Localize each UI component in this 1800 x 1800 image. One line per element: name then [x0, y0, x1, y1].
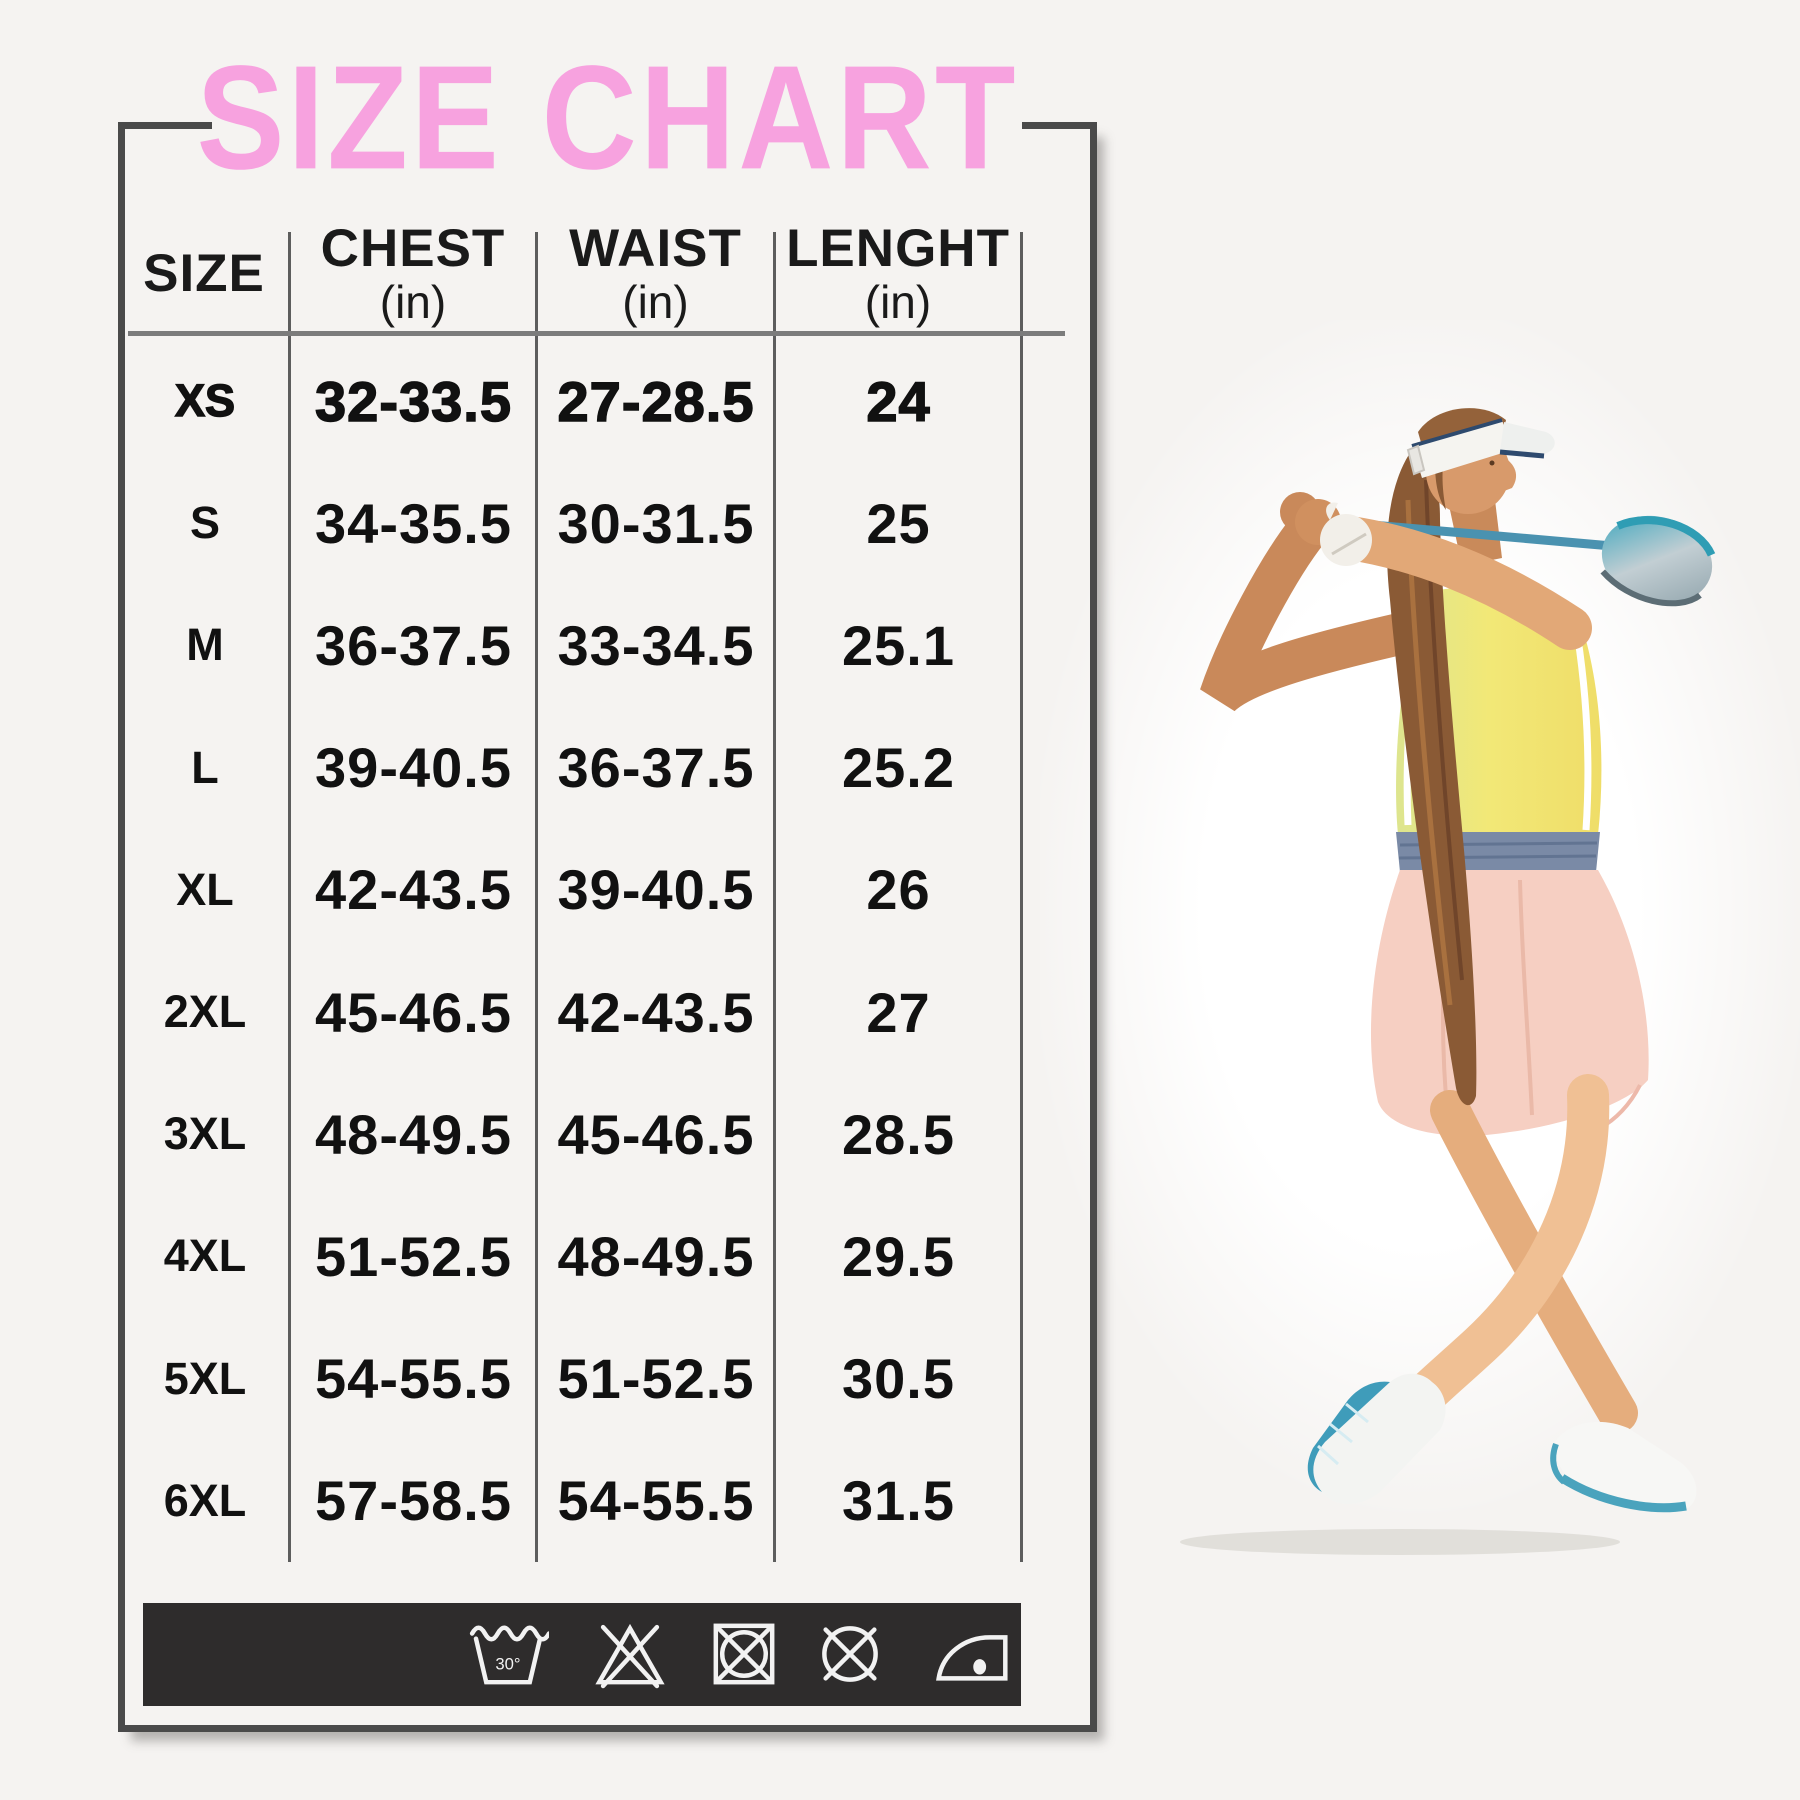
wash-temp-label: 30°	[495, 1654, 520, 1673]
golfer-back-leg	[1430, 1090, 1697, 1513]
waist-value: 42-43.5	[557, 980, 755, 1044]
table-row: 2XL 45-46.5 42-43.5 27	[120, 951, 1022, 1073]
waist-value: 36-37.5	[557, 736, 755, 800]
waist-value: 54-55.5	[557, 1469, 755, 1533]
size-label: S	[189, 497, 220, 549]
golf-shoe-toe-down	[1313, 1373, 1446, 1504]
header-underline	[128, 331, 1065, 336]
size-label: 6XL	[163, 1474, 247, 1526]
golf-club-head	[1600, 515, 1716, 607]
column-divider	[773, 232, 776, 1562]
do-not-dry-clean-icon	[809, 1613, 891, 1695]
golf-shoe-flat	[1554, 1421, 1697, 1508]
length-value: 28.5	[842, 1102, 955, 1166]
golfer-far-arm	[1200, 509, 1429, 713]
size-label: L	[191, 741, 219, 793]
golf-glove	[1320, 514, 1372, 566]
frame-border-top-right	[1022, 122, 1097, 129]
length-value: 25.1	[842, 613, 955, 677]
column-header-label: LENGHT	[786, 219, 1010, 278]
length-value: 30.5	[842, 1347, 955, 1411]
waist-value: 39-40.5	[557, 858, 755, 922]
table-row: XS 32-33.5 27-28.5 24	[120, 340, 1022, 462]
size-label: M	[186, 619, 224, 671]
length-value: 27	[866, 980, 931, 1044]
chest-value: 57-58.5	[315, 1469, 512, 1533]
length-value: 31.5	[842, 1469, 955, 1533]
column-header-unit: (in)	[864, 276, 932, 328]
length-value: 25	[866, 491, 931, 555]
size-label: 3XL	[163, 1108, 247, 1160]
do-not-bleach-icon	[589, 1613, 671, 1695]
waist-value: 45-46.5	[557, 1102, 755, 1166]
frame-border-bottom	[118, 1725, 1097, 1732]
page-title: SIZE CHART	[196, 35, 1019, 200]
waist-value: 48-49.5	[557, 1224, 755, 1288]
size-label: 4XL	[163, 1230, 247, 1282]
column-header-chest: CHEST (in)	[291, 218, 535, 330]
table-row: 5XL 54-55.5 51-52.5 30.5	[120, 1318, 1022, 1440]
column-header-size: SIZE	[120, 218, 288, 330]
golfer-photo	[1180, 408, 1716, 1555]
table-row: M 36-37.5 33-34.5 25.1	[120, 584, 1022, 706]
column-divider	[535, 232, 538, 1562]
column-header-waist: WAIST (in)	[538, 218, 773, 330]
length-value: 26	[866, 858, 931, 922]
golfer-near-arm	[1328, 516, 1592, 650]
length-value: 29.5	[842, 1224, 955, 1288]
chest-value: 39-40.5	[315, 736, 512, 800]
table-row: S 34-35.5 30-31.5 25	[120, 462, 1022, 584]
column-divider	[288, 232, 291, 1562]
waist-value: 30-31.5	[557, 491, 755, 555]
chest-value: 48-49.5	[315, 1102, 512, 1166]
size-table: XS 32-33.5 27-28.5 24 S 34-35.5 30-31.5 …	[120, 340, 1022, 1562]
table-row: 3XL 48-49.5 45-46.5 28.5	[120, 1073, 1022, 1195]
golfer-hands	[1280, 492, 1372, 566]
frame-border-top-left	[118, 122, 212, 129]
frame-border-right	[1090, 122, 1097, 1732]
chest-value: 54-55.5	[315, 1347, 512, 1411]
ground-shadow	[1180, 1529, 1620, 1555]
size-label: 2XL	[163, 986, 247, 1038]
chest-value: 34-35.5	[315, 491, 512, 555]
frame-border-left	[118, 122, 125, 1732]
chest-value: 32-33.5	[314, 369, 512, 434]
length-value: 24	[866, 369, 931, 434]
size-label: 5XL	[163, 1352, 247, 1404]
column-header-length: LENGHT (in)	[776, 218, 1020, 330]
iron-icon	[931, 1613, 1013, 1695]
care-instructions-bar: 30°	[143, 1603, 1021, 1706]
size-label: XS	[174, 374, 236, 427]
column-header-label: WAIST	[569, 219, 742, 278]
machine-wash-30-icon: 30°	[467, 1613, 552, 1695]
column-divider	[1020, 232, 1023, 1562]
size-label: XL	[176, 863, 234, 915]
table-row: L 39-40.5 36-37.5 25.2	[120, 707, 1022, 829]
waist-value: 33-34.5	[557, 613, 755, 677]
golfer-visor	[1406, 408, 1555, 478]
chest-value: 45-46.5	[315, 980, 512, 1044]
waist-value: 51-52.5	[557, 1347, 755, 1411]
golfer-front-leg	[1307, 1074, 1610, 1504]
table-row: XL 42-43.5 39-40.5 26	[120, 829, 1022, 951]
column-header-unit: (in)	[622, 276, 689, 328]
chest-value: 42-43.5	[315, 858, 512, 922]
column-header-label: SIZE	[143, 244, 265, 303]
do-not-tumble-dry-icon	[703, 1613, 785, 1695]
column-header-unit: (in)	[379, 276, 447, 328]
table-row: 6XL 57-58.5 54-55.5 31.5	[120, 1440, 1022, 1562]
waist-value: 27-28.5	[557, 369, 755, 434]
chest-value: 51-52.5	[315, 1224, 512, 1288]
column-header-label: CHEST	[320, 219, 506, 278]
chest-value: 36-37.5	[315, 613, 512, 677]
table-row: 4XL 51-52.5 48-49.5 29.5	[120, 1195, 1022, 1317]
length-value: 25.2	[842, 736, 955, 800]
